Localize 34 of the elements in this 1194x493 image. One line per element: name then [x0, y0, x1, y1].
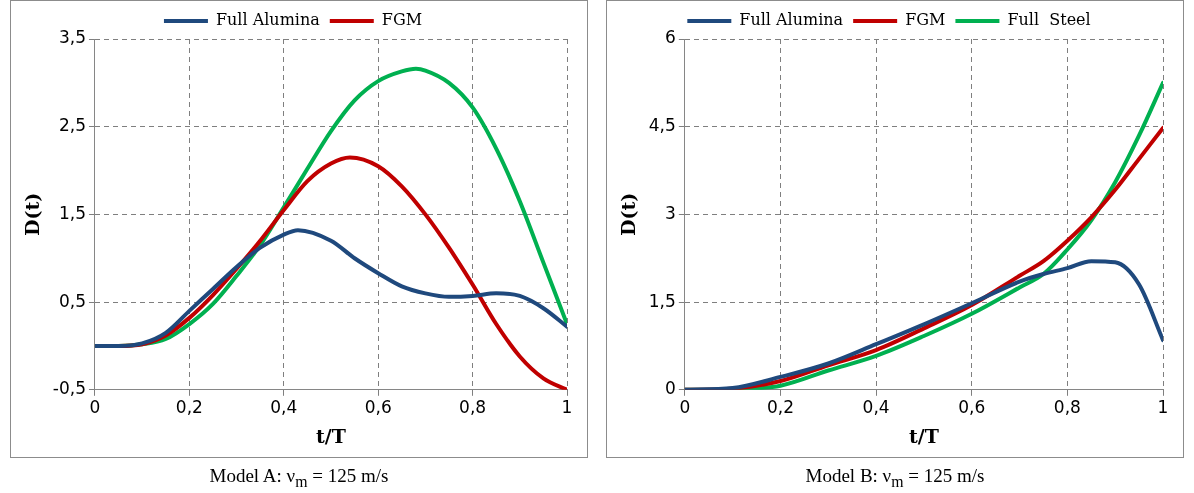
x-tick-label: 0,2 [766, 397, 794, 418]
x-tick-label: 0,8 [1053, 397, 1081, 418]
y-tick-label: 3 [665, 202, 676, 223]
y-tick-label: 1,5 [58, 202, 86, 223]
x-tick-label: 0,4 [270, 397, 298, 418]
y-tick-label: 6 [665, 27, 676, 48]
y-tick-label: 2,5 [58, 115, 86, 136]
y-tick-label: -0,5 [52, 378, 86, 399]
text: Model B: ν$_{m}$ = 125 m/s [804, 465, 986, 491]
legend-label: Full Steel [1007, 10, 1091, 30]
x-tick-label: 0,6 [364, 397, 392, 418]
legend-label: FGM [381, 10, 423, 30]
x-axis-title: t/T [908, 424, 939, 447]
y-tick-label: 1,5 [648, 290, 676, 311]
x-tick-label: 0 [89, 397, 101, 418]
y-tick-label: 4,5 [648, 115, 676, 136]
x-tick-label: 1 [1157, 397, 1169, 418]
y-axis-title: D(t) [21, 192, 44, 237]
line-series [94, 228, 567, 348]
legend-label: Full Alumina [215, 10, 321, 30]
legend-label: Full Alumina [739, 10, 844, 30]
x-tick-label: 0,2 [175, 397, 203, 418]
x-tick-label: 0,4 [862, 397, 890, 418]
x-tick-label: 0,6 [958, 397, 986, 418]
x-tick-label: 0 [679, 397, 691, 418]
x-axis-title: t/T [316, 424, 346, 447]
y-tick-label: 3,5 [58, 27, 86, 48]
x-tick-label: 0,8 [459, 397, 487, 418]
y-tick-label: 0 [665, 378, 676, 399]
x-tick-label: 1 [561, 397, 573, 418]
text: Model A: ν$_{m}$ = 125 m/s [208, 465, 390, 491]
legend-label: FGM [905, 10, 946, 30]
y-axis-title: D(t) [617, 192, 640, 237]
y-tick-label: 0,5 [58, 290, 86, 311]
